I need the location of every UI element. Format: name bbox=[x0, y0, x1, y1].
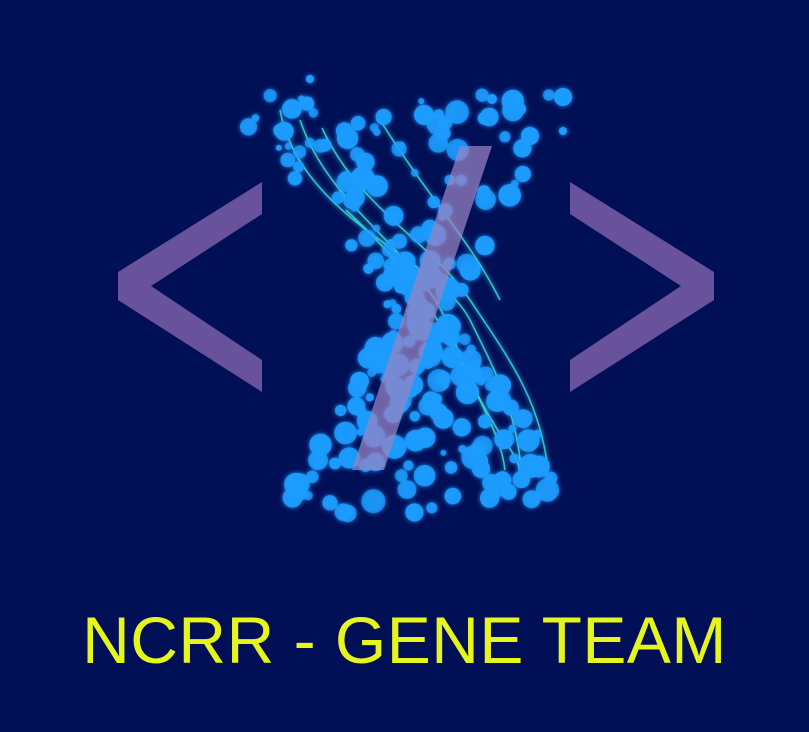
angle-bracket-right-icon bbox=[570, 182, 714, 392]
team-name: NCRR - GENE TEAM bbox=[82, 603, 727, 677]
dna-helix-icon bbox=[239, 75, 572, 523]
angle-bracket-left-icon bbox=[118, 182, 262, 392]
slash-icon bbox=[352, 146, 492, 470]
